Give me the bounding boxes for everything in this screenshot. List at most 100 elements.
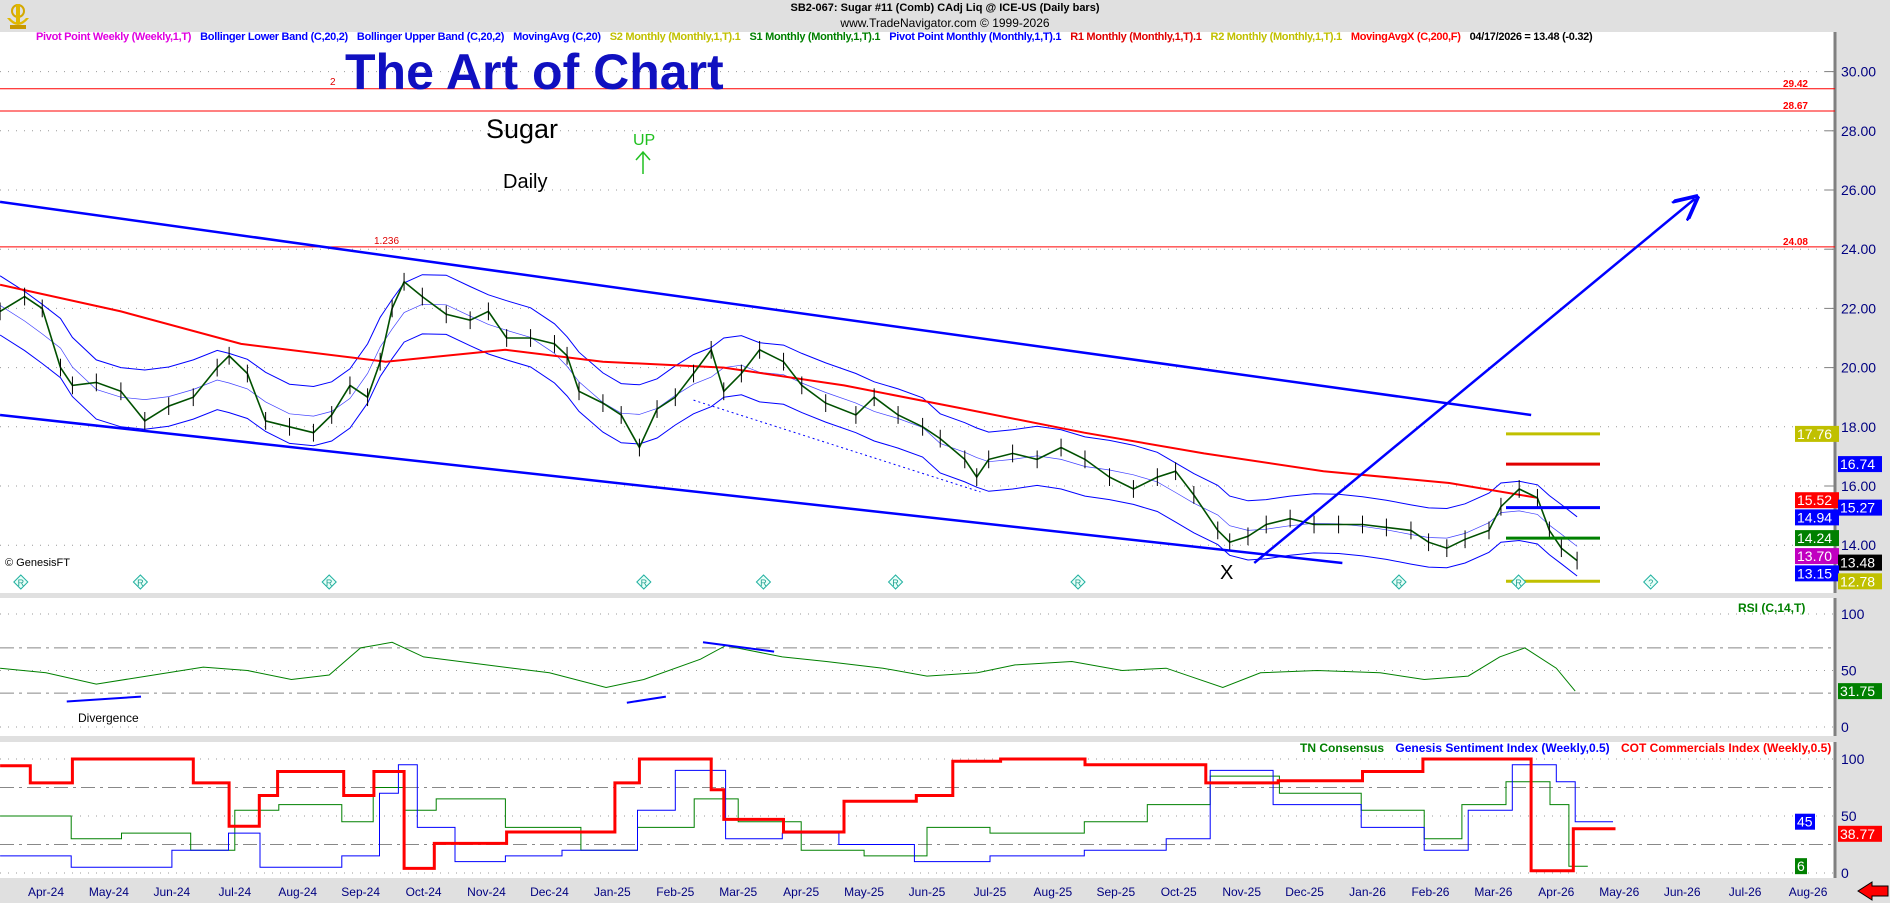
y-tick-label: 22.00 (1841, 300, 1876, 316)
pivot-diamond-icon (132, 574, 149, 590)
copyright-label: © GenesisFT (5, 557, 70, 569)
upper-channel-line (0, 200, 1532, 417)
y-tick-label: 14.00 (1841, 537, 1876, 553)
x-tick-label: Nov-25 (1222, 885, 1261, 899)
annotation-divergence: Divergence (78, 711, 139, 725)
pivot-diamond-icon (887, 574, 904, 590)
x-tick-label: Jul-26 (1729, 885, 1762, 899)
x-tick-label: May-25 (844, 885, 884, 899)
pivot-diamond-label: R (18, 578, 25, 588)
value-badge-text: 38.77 (1840, 826, 1875, 842)
value-badge (1838, 825, 1882, 842)
pivot-diamond-label: R (760, 578, 767, 588)
pivot-diamond-label: R (1396, 578, 1403, 588)
fib-label-1236: 1.236 (374, 236, 400, 247)
value-badge (1795, 813, 1815, 830)
value-badge (1838, 554, 1882, 571)
pivot-diamond-label: R (326, 578, 333, 588)
legend-item: 04/17/2026 = 13.48 (-0.32) (1469, 31, 1593, 43)
rsi-tick-label: 50 (1841, 663, 1857, 679)
x-tick-label: May-26 (1599, 885, 1639, 899)
x-tick-label: Aug-26 (1789, 885, 1828, 899)
sentiment-series-2 (0, 757, 1616, 873)
sentiment-series-1 (0, 764, 1613, 868)
value-badge (1838, 683, 1882, 700)
value-badge-text: 13.70 (1797, 548, 1832, 564)
divergence-line (702, 641, 775, 653)
bollinger-lower-band (0, 333, 1578, 577)
annotation-symbol: Sugar (486, 114, 559, 144)
x-tick-label: May-24 (89, 885, 129, 899)
pivot-diamond-label: R (1515, 578, 1522, 588)
scroll-right-arrow-icon[interactable] (1857, 881, 1889, 901)
pivot-diamond-icon (755, 574, 772, 590)
x-tick-label: Mar-25 (719, 885, 757, 899)
x-tick-label: Sep-24 (341, 885, 380, 899)
x-tick-label: Apr-25 (783, 885, 819, 899)
divergence-line (66, 695, 142, 703)
x-tick-label: Nov-24 (467, 885, 506, 899)
x-tick-label: Jul-25 (974, 885, 1007, 899)
x-tick-label: Apr-24 (28, 885, 64, 899)
sentiment-tick-label: 100 (1841, 751, 1865, 767)
x-tick-label: Oct-24 (406, 885, 442, 899)
y-tick-label: 18.00 (1841, 419, 1876, 435)
value-badge-text: 13.15 (1797, 565, 1832, 581)
legend-item: R1 Monthly (Monthly,1,T).1 (1070, 31, 1202, 43)
legend-genesis-sentiment: Genesis Sentiment Index (Weekly,0.5) (1395, 741, 1610, 755)
value-badge-text: 17.76 (1797, 426, 1832, 442)
rsi-tick-label: 0 (1841, 719, 1849, 735)
value-badge (1795, 565, 1839, 582)
fib-label-2: 2 (330, 77, 336, 88)
y-tick-label: 20.00 (1841, 360, 1876, 376)
rsi-label: RSI (C,14,T) (1738, 601, 1806, 615)
pivot-diamond-icon (13, 574, 29, 590)
level-label: 24.08 (1783, 237, 1808, 248)
pivot-diamond-icon (321, 574, 337, 590)
y-tick-label: 16.00 (1841, 478, 1876, 494)
value-badge-text: 31.75 (1840, 683, 1875, 699)
moving-average-200 (0, 283, 1538, 499)
value-badge-text: 15.52 (1797, 492, 1832, 508)
chart-title: SB2-067: Sugar #11 (Comb) CAdj Liq @ ICE… (790, 2, 1100, 14)
value-badge-text: 12.78 (1840, 573, 1875, 589)
x-tick-label: Jan-25 (594, 885, 631, 899)
rsi-panel (0, 598, 1835, 736)
indicator-legend: Pivot Point Weekly (Weekly,1,T) Bollinger… (36, 31, 1601, 44)
pivot-diamond-label: R (641, 578, 648, 588)
lower-channel-line (0, 413, 1343, 565)
annotation-cross: X (1220, 562, 1234, 584)
target-arrow-line (1253, 199, 1695, 564)
annotation-title: The Art of Chart (345, 44, 724, 100)
pivot-diamond-label: R (1075, 578, 1082, 588)
sentiment-legend: TN Consensus Genesis Sentiment Index (We… (1300, 742, 1831, 754)
legend-tn-consensus: TN Consensus (1300, 741, 1385, 755)
x-tick-label: Jan-26 (1349, 885, 1386, 899)
value-badge-text: 16.74 (1840, 456, 1875, 472)
x-tick-label: Jun-25 (909, 885, 946, 899)
price-panel (0, 32, 1835, 593)
value-badge (1795, 509, 1839, 526)
legend-cot-commercials: COT Commercials Index (Weekly,0.5) (1621, 741, 1832, 755)
value-badge-text: 6 (1797, 858, 1805, 874)
value-badge (1795, 858, 1807, 875)
trade-navigator-logo-icon (7, 4, 29, 29)
value-badge (1795, 530, 1839, 547)
x-tick-label: Jul-24 (218, 885, 251, 899)
divergence-line (626, 695, 667, 704)
value-badge (1795, 425, 1839, 442)
pivot-diamond-label: R (892, 578, 899, 588)
x-tick-label: Feb-26 (1411, 885, 1449, 899)
pivot-diamond-icon (636, 574, 652, 590)
up-arrow-icon (635, 150, 651, 174)
x-tick-label: Aug-25 (1034, 885, 1073, 899)
legend-item: Bollinger Upper Band (C,20,2) (356, 31, 505, 43)
legend-item: MovingAvg (C,20) (513, 31, 601, 43)
annotation-signal: UP (633, 132, 656, 149)
chart-header: SB2-067: Sugar #11 (Comb) CAdj Liq @ ICE… (0, 0, 1890, 32)
pivot-diamond-icon (1391, 574, 1407, 590)
value-badge (1838, 456, 1882, 473)
x-tick-label: Feb-25 (656, 885, 694, 899)
annotation-timeframe: Daily (503, 171, 548, 193)
